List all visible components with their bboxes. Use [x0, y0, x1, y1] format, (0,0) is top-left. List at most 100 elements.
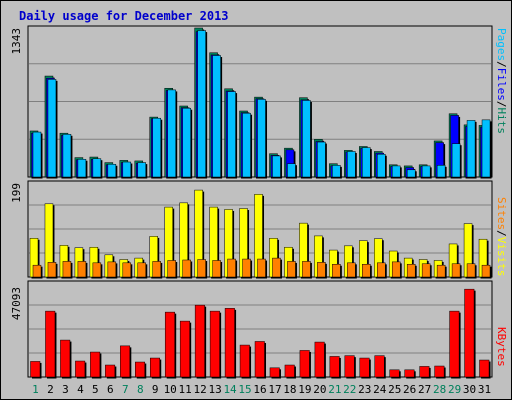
sites-bar — [317, 262, 326, 278]
sites-bar — [92, 262, 102, 278]
legend-sites-visits: Sites/Visits — [495, 197, 508, 277]
kbytes-bar — [30, 361, 41, 378]
pages-bar — [421, 165, 431, 178]
day-label: 3 — [62, 383, 69, 396]
pages-bar — [377, 154, 386, 178]
sites-bar — [242, 258, 251, 278]
pages-bar — [257, 99, 266, 178]
kbytes-bar — [449, 310, 460, 378]
pages-bar — [272, 155, 281, 178]
day-label: 22 — [343, 383, 356, 396]
kbytes-bar — [90, 351, 101, 378]
day-label: 12 — [194, 383, 207, 396]
kbytes-bar — [329, 356, 340, 378]
kbytes-bar — [464, 288, 475, 378]
day-label: 9 — [152, 383, 159, 396]
kbytes-bar — [224, 308, 235, 378]
kbytes-bar — [254, 341, 265, 378]
sites-bar — [107, 261, 117, 278]
kbytes-bar — [479, 359, 490, 378]
pages-bar — [92, 158, 102, 178]
pages-bar — [242, 112, 251, 178]
pages-bar — [287, 163, 296, 178]
sites-bar — [466, 263, 476, 278]
pages-bar — [137, 162, 147, 178]
sites-bar — [287, 261, 296, 278]
day-label: 18 — [283, 383, 296, 396]
hits-scale-max: 1343 — [10, 28, 23, 55]
pages-bar — [212, 55, 221, 178]
day-label: 31 — [478, 383, 491, 396]
sites-bar — [362, 263, 371, 278]
pages-bar — [362, 147, 371, 178]
day-label: 20 — [313, 383, 326, 396]
day-label: 13 — [208, 383, 221, 396]
pages-bar — [436, 165, 446, 178]
kbytes-bar — [75, 360, 86, 378]
pages-bar — [167, 89, 176, 178]
sites-bar — [197, 259, 206, 278]
day-label: 24 — [373, 383, 387, 396]
kbytes-bar — [374, 355, 385, 378]
legend-sites: Sites — [495, 197, 508, 230]
pages-bar — [332, 165, 341, 178]
sites-bar — [347, 262, 356, 278]
sites-bar — [32, 264, 42, 278]
pages-bar — [302, 100, 311, 178]
legend-files: Files — [495, 68, 508, 101]
kbytes-bar — [389, 369, 400, 378]
kbytes-bar — [359, 357, 370, 378]
kbytes-bar — [179, 320, 190, 378]
pages-bar — [466, 120, 476, 178]
kbytes-bar — [419, 366, 430, 378]
pages-bar — [317, 141, 326, 178]
sites-bar — [421, 263, 431, 278]
day-label: 1 — [32, 383, 39, 396]
sites-bar — [77, 261, 87, 278]
kbytes-bar — [434, 365, 445, 378]
pages-bar — [227, 91, 236, 178]
sites-bar — [436, 264, 446, 278]
kbytes-bar — [60, 339, 71, 378]
sites-bar — [257, 258, 266, 278]
day-label: 10 — [164, 383, 177, 396]
legend-kbytes-label: KBytes — [495, 327, 508, 367]
legend-hits-files-pages: Pages/Files/Hits — [495, 28, 508, 134]
day-label: 28 — [433, 383, 446, 396]
chart-title: Daily usage for December 2013 — [19, 9, 229, 23]
pages-bar — [152, 117, 161, 178]
kbytes-panel — [27, 280, 493, 379]
kbytes-bar — [45, 310, 56, 378]
day-axis: 1 2 3 4 5 6 7 8 9 10 11 12 13 14 15 16 17 18 19 20 21 22 23 24 2… — [32, 383, 491, 396]
sites-bar — [391, 261, 401, 278]
pages-bar — [481, 119, 491, 178]
kbytes-bar — [299, 350, 310, 378]
day-label: 19 — [298, 383, 311, 396]
day-label: 15 — [238, 383, 251, 396]
legend-kbytes: KBytes — [495, 327, 508, 367]
pages-bar — [182, 107, 191, 178]
kbytes-bar — [284, 364, 295, 378]
pages-bar — [451, 143, 461, 178]
legend-pages: Pages — [495, 28, 508, 61]
pages-bar — [107, 163, 117, 178]
kbytes-bar — [135, 361, 146, 378]
legend-separator: / — [495, 61, 508, 68]
sites-bar — [377, 262, 386, 278]
day-label: 2 — [47, 383, 54, 396]
day-label: 29 — [448, 383, 461, 396]
hits-files-pages-panel — [27, 25, 493, 179]
legend-separator: / — [495, 230, 508, 237]
sites-bar — [47, 262, 57, 278]
day-label: 17 — [268, 383, 281, 396]
kbytes-bar — [344, 355, 355, 378]
day-label: 7 — [122, 383, 129, 396]
day-label: 8 — [137, 383, 144, 396]
sites-bar — [481, 264, 491, 278]
pages-bar — [347, 151, 356, 178]
kbytes-bar — [239, 344, 250, 378]
kbytes-bar — [209, 310, 220, 378]
pages-bar — [32, 131, 42, 178]
day-label: 25 — [388, 383, 401, 396]
kbytes-bar — [120, 345, 131, 378]
